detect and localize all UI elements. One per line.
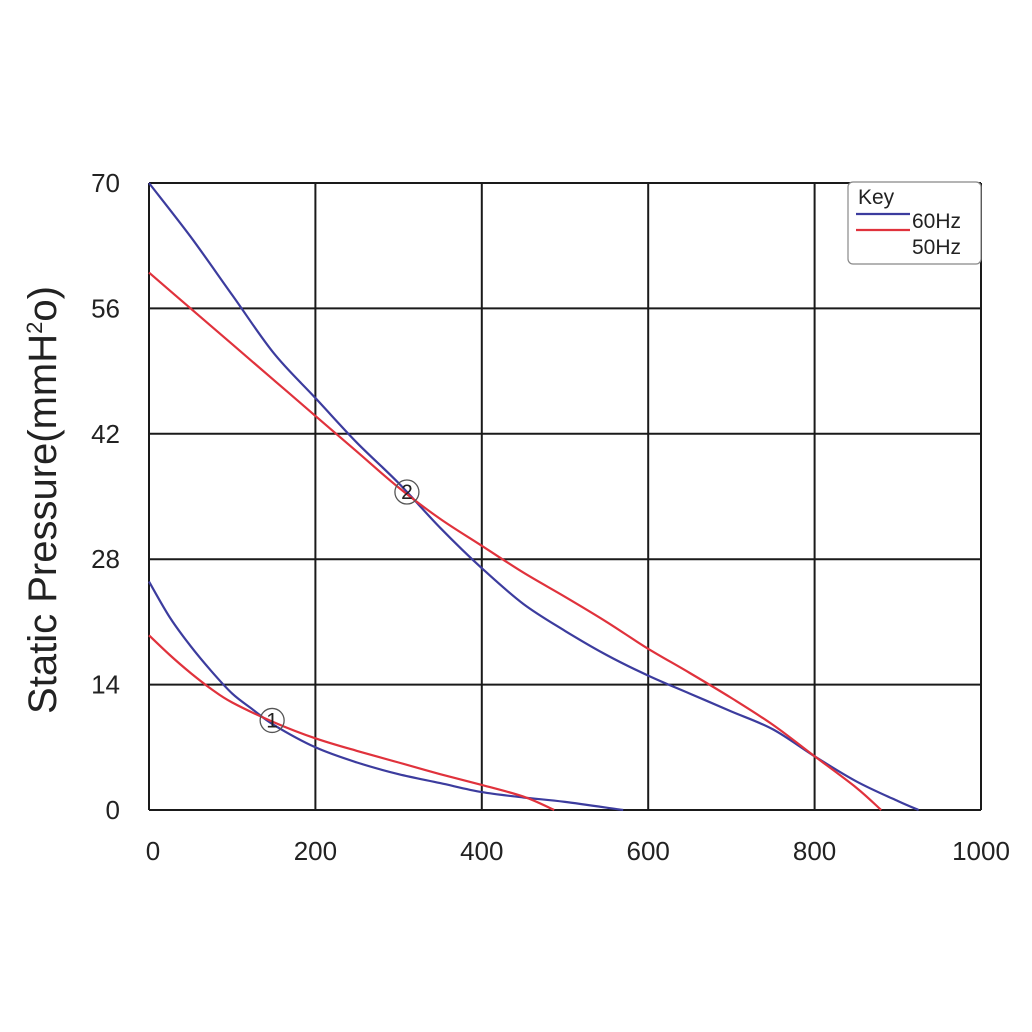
y-axis-ticks: 0 14 28 42 56 70: [91, 168, 120, 825]
legend: Key 60Hz 50Hz: [847, 181, 982, 265]
annotation-label-1: 1: [266, 709, 278, 732]
y-tick-label: 14: [91, 670, 120, 700]
y-axis-title: Static Pressure(mmH2o): [21, 286, 65, 714]
annotation-circle-2: [394, 479, 420, 505]
y-axis-title-end: o): [21, 286, 65, 322]
annotation-circle-1: [259, 707, 285, 734]
y-tick-label: 56: [91, 293, 120, 323]
annotations: 12: [259, 479, 420, 734]
legend-label-60hz: 60Hz: [912, 210, 961, 233]
y-tick-label: 0: [106, 795, 120, 825]
series-group: [148, 182, 920, 812]
x-tick-label: 1000: [952, 836, 1010, 866]
y-axis-title-main: Static Pressure(mmH: [21, 334, 65, 714]
x-tick-label: 800: [793, 836, 836, 866]
series-line-1: [148, 271, 882, 811]
annotation-label-2: 2: [401, 481, 413, 504]
y-tick-label: 42: [91, 419, 120, 449]
legend-box: [847, 181, 982, 265]
legend-label-50hz: 50Hz: [912, 236, 961, 259]
series-line-0: [148, 182, 920, 812]
x-tick-label: 0: [146, 836, 160, 866]
series-line-2: [148, 581, 624, 812]
y-tick-label: 70: [91, 168, 120, 198]
legend-title: Key: [858, 186, 895, 209]
x-tick-label: 400: [460, 836, 503, 866]
y-axis-title-sup: 2: [22, 322, 47, 334]
grid: [148, 182, 982, 811]
series-line-3: [148, 634, 555, 812]
x-axis-ticks: 0 200 400 600 800 1000: [146, 836, 1010, 866]
y-tick-label: 28: [91, 544, 120, 574]
x-tick-label: 600: [627, 836, 670, 866]
x-tick-label: 200: [294, 836, 337, 866]
